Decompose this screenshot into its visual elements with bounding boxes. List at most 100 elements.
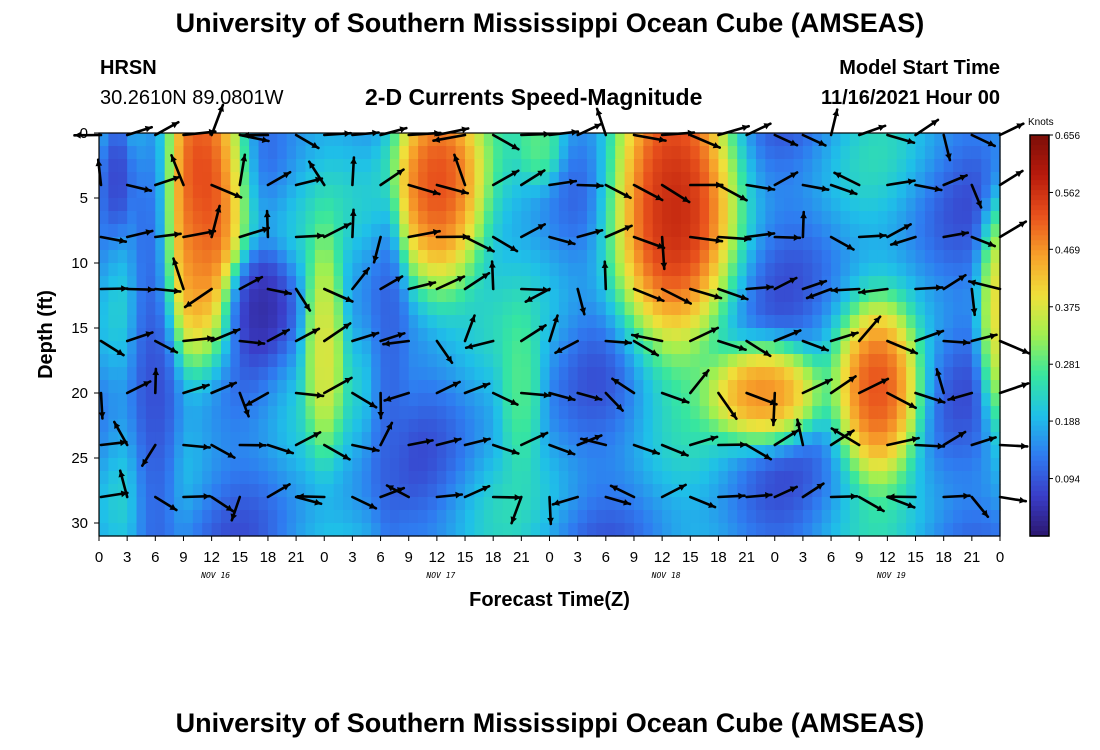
heatmap-cell — [709, 224, 720, 238]
colorbar-segment — [1030, 310, 1049, 317]
heatmap-cell — [127, 406, 138, 420]
heatmap-cell — [793, 523, 804, 537]
heatmap-cell — [990, 159, 1001, 173]
heatmap-cell — [962, 289, 973, 303]
heatmap-cell — [230, 328, 241, 342]
chart-title: University of Southern Mississippi Ocean… — [175, 8, 925, 38]
heatmap-cell — [286, 484, 297, 498]
heatmap-cell — [324, 133, 335, 147]
heatmap-cell — [211, 289, 222, 303]
heatmap-cell — [962, 276, 973, 290]
heatmap-cell — [680, 146, 691, 160]
heatmap-cell — [906, 276, 917, 290]
heatmap-cell — [859, 367, 870, 381]
heatmap-cell — [868, 315, 879, 329]
current-vector — [632, 339, 660, 357]
heatmap-cell — [812, 367, 823, 381]
heatmap-cell — [596, 341, 607, 355]
heatmap-cell — [831, 497, 842, 511]
heatmap-cell — [605, 289, 616, 303]
heatmap-cell — [155, 146, 166, 160]
heatmap-cell — [943, 289, 954, 303]
heatmap-cell — [371, 523, 382, 537]
colorbar-tick-label: 0.469 — [1055, 245, 1080, 256]
heatmap-cell — [793, 484, 804, 498]
heatmap-cell — [436, 237, 447, 251]
heatmap-cell — [953, 406, 964, 420]
current-vector — [773, 429, 800, 447]
heatmap-cell — [455, 471, 466, 485]
heatmap-cell — [831, 250, 842, 264]
current-vector — [463, 271, 491, 291]
heatmap-cell — [577, 328, 588, 342]
heatmap-cell — [652, 263, 663, 277]
heatmap-cell — [746, 146, 757, 160]
heatmap-cell — [446, 250, 457, 264]
heatmap-cell — [774, 510, 785, 524]
heatmap-cell — [990, 523, 1001, 537]
heatmap-cell — [192, 484, 203, 498]
heatmap-cell — [821, 354, 832, 368]
heatmap-cell — [765, 393, 776, 407]
heatmap-cell — [202, 367, 213, 381]
heatmap-cell — [624, 146, 635, 160]
heatmap-cell — [849, 289, 860, 303]
heatmap-cell — [558, 159, 569, 173]
heatmap-cell — [943, 471, 954, 485]
heatmap-cell — [314, 276, 325, 290]
heatmap-cell — [192, 289, 203, 303]
heatmap-cell — [587, 250, 598, 264]
heatmap-cell — [211, 198, 222, 212]
heatmap-cell — [577, 354, 588, 368]
heatmap-cell — [371, 159, 382, 173]
heatmap-cell — [530, 445, 541, 459]
current-vector — [576, 287, 586, 316]
heatmap-cell — [568, 497, 579, 511]
heatmap-cell — [971, 406, 982, 420]
heatmap-cell — [765, 159, 776, 173]
x-tick-label: 0 — [95, 549, 103, 566]
heatmap-cell — [859, 354, 870, 368]
colorbar-segment — [1030, 330, 1049, 337]
heatmap-cell — [502, 445, 513, 459]
heatmap-cell — [343, 354, 354, 368]
heatmap-cell — [821, 510, 832, 524]
heatmap-cell — [202, 250, 213, 264]
heatmap-cell — [868, 510, 879, 524]
heatmap-cell — [906, 198, 917, 212]
heatmap-cell — [164, 146, 175, 160]
heatmap-cell — [99, 198, 109, 212]
colorbar-segment — [1030, 280, 1049, 286]
current-vector — [801, 482, 825, 499]
heatmap-cell — [915, 445, 926, 459]
heatmap-cell — [896, 471, 907, 485]
current-vector — [970, 436, 997, 447]
heatmap-cell — [296, 224, 307, 238]
heatmap-cell — [793, 497, 804, 511]
heatmap-cell — [755, 510, 766, 524]
heatmap-cell — [812, 471, 823, 485]
heatmap-cell — [174, 263, 185, 277]
heatmap-cell — [793, 354, 804, 368]
heatmap-cell — [427, 471, 438, 485]
current-vector — [688, 326, 720, 343]
heatmap-cell — [465, 471, 476, 485]
heatmap-cell — [849, 510, 860, 524]
heatmap-cell — [633, 341, 644, 355]
heatmap-cell — [446, 159, 457, 173]
heatmap-cell — [915, 471, 926, 485]
heatmap-cell — [699, 354, 710, 368]
heatmap-cell — [174, 419, 185, 433]
heatmap-cell — [530, 367, 541, 381]
heatmap-cell — [793, 393, 804, 407]
heatmap-cell — [962, 263, 973, 277]
heatmap-cell — [127, 237, 138, 251]
heatmap-cell — [615, 497, 626, 511]
heatmap-cell — [840, 289, 851, 303]
heatmap-cell — [521, 523, 532, 537]
heatmap-cell — [587, 302, 598, 316]
heatmap-cell — [380, 484, 391, 498]
heatmap-cell — [117, 198, 128, 212]
heatmap-cell — [784, 250, 795, 264]
heatmap-cell — [765, 198, 776, 212]
